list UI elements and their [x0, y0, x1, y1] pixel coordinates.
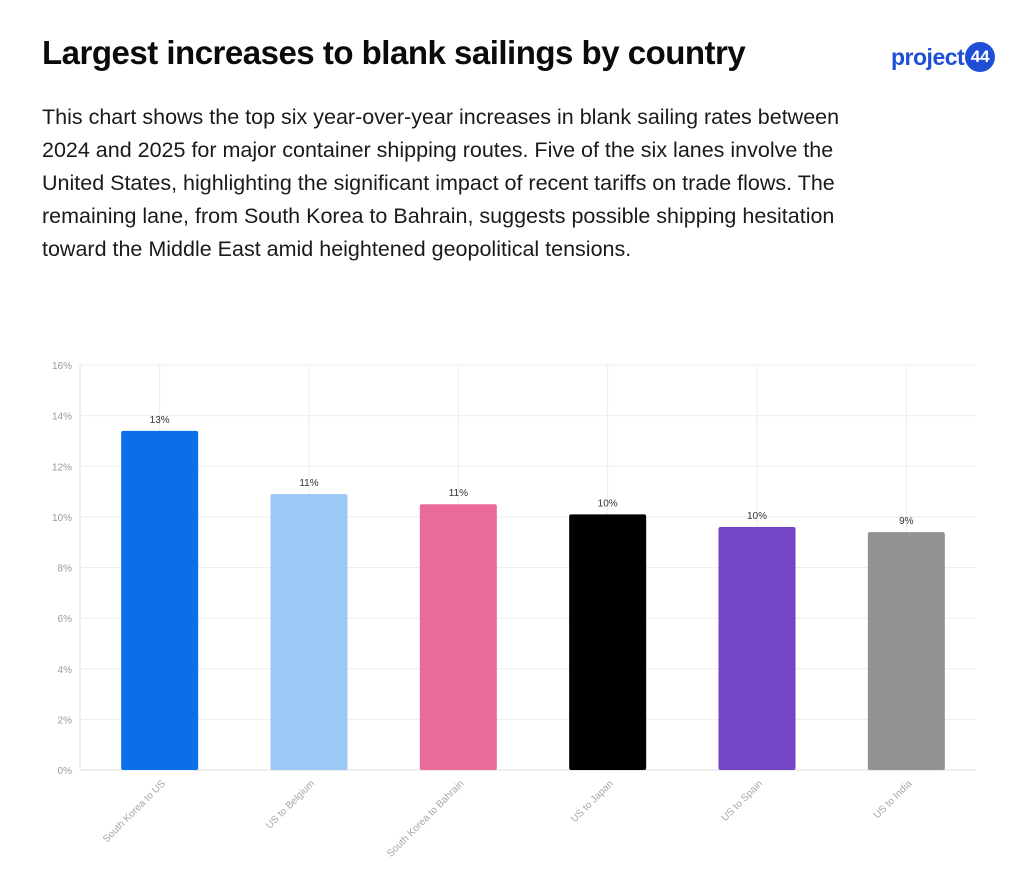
y-tick-label: 8%: [58, 564, 73, 575]
y-tick-label: 16%: [52, 361, 72, 372]
data-label: 10%: [747, 511, 767, 522]
y-tick-label: 4%: [58, 665, 73, 676]
bar: [569, 514, 647, 770]
y-tick-label: 6%: [58, 614, 73, 625]
bar: [270, 494, 348, 770]
chart-description: This chart shows the top six year-over-y…: [42, 101, 842, 266]
x-tick-label: South Korea to US: [101, 778, 168, 845]
data-label: 13%: [150, 415, 170, 426]
logo-badge: 44: [965, 42, 996, 72]
bar-chart: 0% 2% 4% 6% 8% 10% 12% 14% 16% 13% South Korea to …: [52, 361, 976, 860]
x-tick-label: US to Japan: [569, 778, 616, 825]
bar: [121, 430, 199, 770]
y-tick-label: 0%: [58, 766, 73, 777]
data-label: 10%: [598, 498, 618, 509]
bar: [419, 504, 497, 770]
data-label: 11%: [449, 488, 468, 499]
bar: [867, 532, 945, 770]
x-tick-label: South Korea to Bahrain: [385, 778, 466, 859]
project44-logo: project 44: [891, 40, 996, 74]
y-tick-label: 12%: [52, 462, 72, 473]
y-tick-label: 14%: [52, 412, 72, 423]
data-label: 9%: [899, 516, 914, 527]
data-label: 11%: [299, 478, 318, 489]
logo-word: project: [891, 43, 965, 70]
y-tick-label: 2%: [58, 715, 73, 726]
chart-title: Largest increases to blank sailings by c…: [42, 34, 746, 71]
y-tick-label: 10%: [52, 513, 72, 524]
x-tick-label: US to India: [872, 778, 915, 821]
x-tick-label: US to Spain: [720, 778, 766, 824]
x-tick-label: US to Belgium: [264, 778, 317, 831]
description-text: This chart shows the top six year-over-y…: [42, 105, 840, 261]
bar: [718, 527, 796, 770]
